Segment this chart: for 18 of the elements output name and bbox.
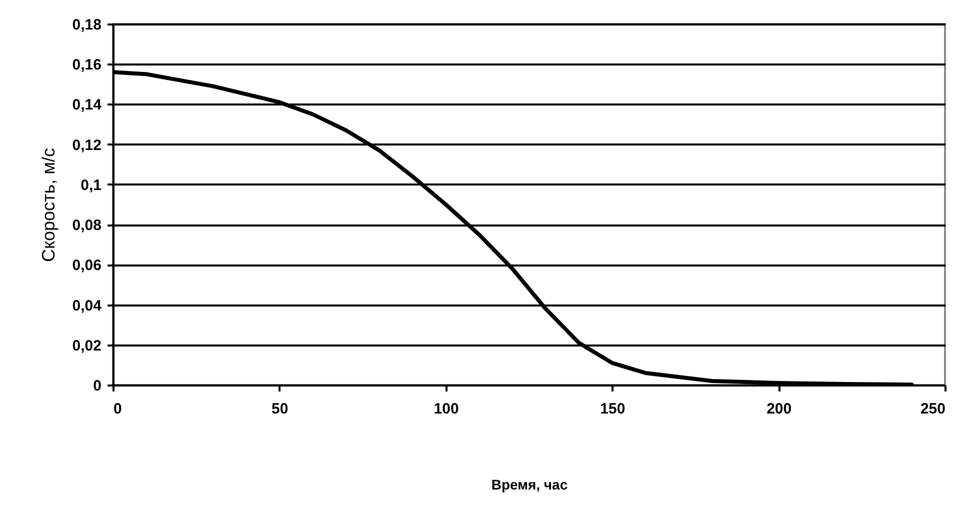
x-tick-label: 150 — [600, 400, 626, 418]
y-tick-label: 0,04 — [72, 297, 102, 314]
x-tick-label: 100 — [434, 400, 459, 418]
y-tick-label: 0,06 — [72, 257, 102, 274]
y-tick-label: 0,1 — [80, 176, 102, 194]
x-tick-label: 200 — [766, 400, 792, 418]
y-tick-label: 0,02 — [72, 337, 102, 354]
y-tick-label: 0,08 — [72, 217, 102, 234]
y-tick-label: 0,12 — [72, 136, 102, 154]
x-axis-title: Время, час — [491, 476, 568, 492]
x-tick-label: 250 — [920, 400, 946, 418]
y-axis-title: Скорость, м/с — [38, 148, 58, 262]
x-tick-label: 50 — [272, 400, 288, 418]
y-tick-label: 0 — [93, 378, 102, 394]
y-tick-label: 0,16 — [72, 56, 102, 74]
y-tick-label: 0,18 — [72, 16, 102, 34]
x-tick-label: 0 — [114, 400, 122, 418]
y-tick-label: 0,14 — [72, 96, 102, 114]
